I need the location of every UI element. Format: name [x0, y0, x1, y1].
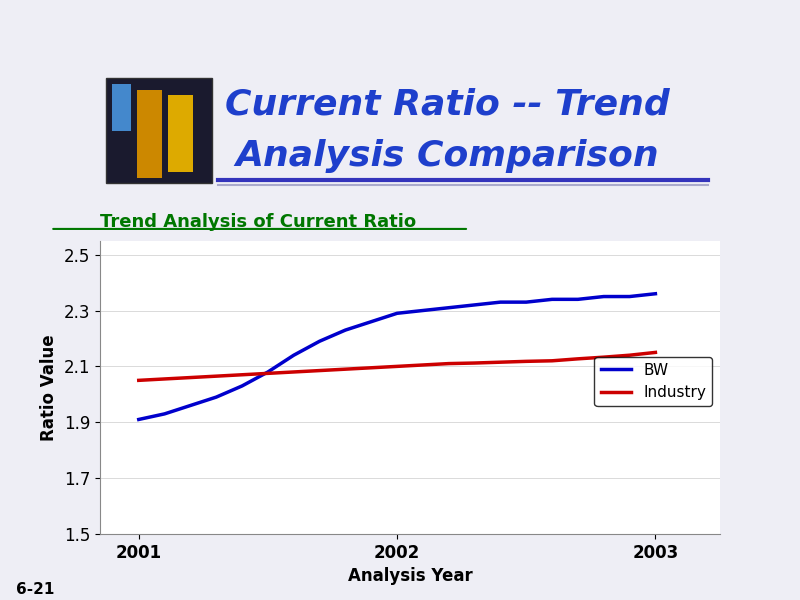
- BW: [392, 310, 402, 317]
- BW: [289, 352, 298, 359]
- Industry: [650, 349, 660, 356]
- FancyBboxPatch shape: [106, 78, 211, 184]
- BW: [599, 293, 609, 300]
- BW: [650, 290, 660, 298]
- Industry: [134, 377, 143, 384]
- Line: Industry: Industry: [138, 352, 655, 380]
- BW: [444, 304, 454, 311]
- Industry: [444, 360, 454, 367]
- BW: [160, 410, 170, 418]
- BW: [341, 326, 350, 334]
- BW: [186, 402, 195, 409]
- Industry: [186, 374, 195, 381]
- BW: [547, 296, 557, 303]
- Industry: [211, 373, 221, 380]
- BW: [625, 293, 634, 300]
- BW: [211, 394, 221, 401]
- Industry: [547, 357, 557, 364]
- Industry: [392, 363, 402, 370]
- FancyBboxPatch shape: [168, 95, 193, 172]
- Industry: [573, 355, 582, 362]
- BW: [366, 318, 376, 325]
- X-axis label: Analysis Year: Analysis Year: [348, 567, 472, 585]
- Text: Trend Analysis of Current Ratio: Trend Analysis of Current Ratio: [100, 213, 416, 231]
- BW: [470, 301, 479, 308]
- BW: [496, 299, 506, 306]
- FancyBboxPatch shape: [112, 84, 131, 131]
- BW: [418, 307, 428, 314]
- BW: [238, 382, 247, 389]
- Text: Current Ratio -- Trend: Current Ratio -- Trend: [225, 88, 670, 122]
- Industry: [599, 353, 609, 361]
- Industry: [496, 359, 506, 366]
- Industry: [625, 352, 634, 359]
- Line: BW: BW: [138, 294, 655, 419]
- BW: [134, 416, 143, 423]
- Industry: [418, 361, 428, 368]
- Text: Analysis Comparison: Analysis Comparison: [235, 139, 659, 173]
- Y-axis label: Ratio Value: Ratio Value: [40, 334, 58, 440]
- Industry: [341, 365, 350, 373]
- BW: [573, 296, 582, 303]
- Industry: [366, 364, 376, 371]
- Industry: [289, 368, 298, 376]
- Legend: BW, Industry: BW, Industry: [594, 356, 712, 406]
- BW: [314, 338, 324, 345]
- Industry: [522, 358, 531, 365]
- BW: [263, 368, 273, 376]
- Industry: [238, 371, 247, 379]
- FancyBboxPatch shape: [138, 89, 162, 178]
- Industry: [314, 367, 324, 374]
- Text: 6-21: 6-21: [16, 582, 54, 597]
- Industry: [160, 376, 170, 383]
- Industry: [470, 359, 479, 367]
- BW: [522, 299, 531, 306]
- Industry: [263, 370, 273, 377]
